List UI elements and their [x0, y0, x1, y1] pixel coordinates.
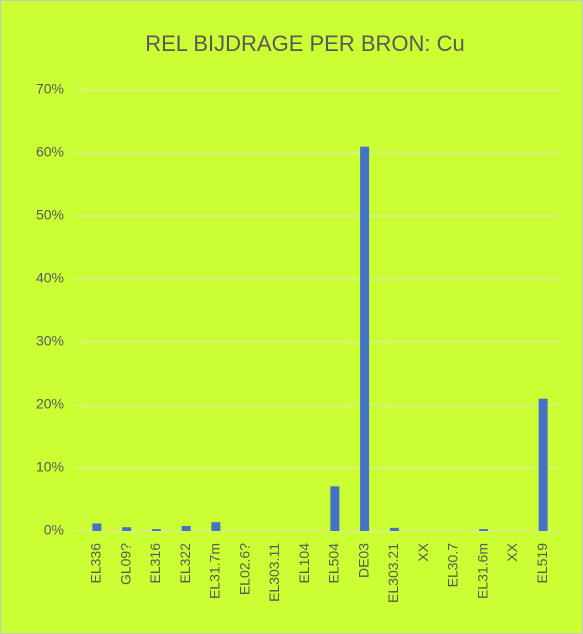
x-tick-label: EL336 — [88, 543, 104, 584]
y-tick-label: 10% — [36, 459, 64, 475]
y-tick-label: 20% — [36, 396, 64, 412]
x-tick-label: EL30.7 — [445, 543, 461, 588]
x-tick-label: EL303.21 — [385, 543, 401, 603]
x-tick-label: EL02.6? — [236, 543, 252, 595]
y-tick-label: 60% — [36, 144, 64, 160]
y-tick-label: 0% — [44, 522, 64, 538]
bar — [538, 398, 548, 531]
x-tick-label: EL316 — [147, 543, 163, 584]
bar — [122, 527, 132, 531]
x-tick-label: XX — [504, 542, 520, 561]
bar — [181, 525, 191, 531]
bar — [92, 523, 102, 531]
bar — [479, 529, 489, 531]
x-tick-label: EL519 — [534, 543, 550, 584]
y-tick-label: 40% — [36, 270, 64, 286]
x-tick-label: EL31.7m — [207, 543, 223, 599]
bar — [389, 527, 399, 531]
bar — [151, 529, 161, 531]
x-tick-label: EL322 — [177, 543, 193, 584]
bar — [211, 522, 221, 531]
x-tick-label: EL104 — [296, 543, 312, 584]
chart-title: REL BIJDRAGE PER BRON: Cu — [145, 31, 464, 56]
x-tick-label: EL303.11 — [266, 543, 282, 602]
x-tick-label: DE03 — [355, 543, 371, 578]
x-tick-label: EL31.6m — [474, 543, 490, 599]
y-tick-label: 30% — [36, 333, 64, 349]
y-tick-label: 50% — [36, 207, 64, 223]
x-tick-label: XX — [415, 542, 431, 561]
y-tick-label: 70% — [36, 81, 64, 97]
bar — [360, 146, 370, 531]
bar — [330, 486, 340, 531]
x-tick-label: GL09? — [117, 543, 133, 585]
x-tick-label: EL504 — [326, 543, 342, 584]
